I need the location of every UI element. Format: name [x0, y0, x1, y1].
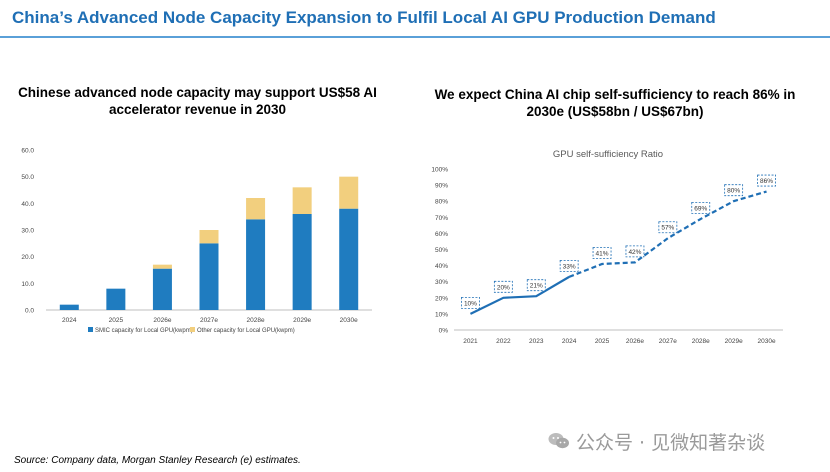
source-note: Source: Company data, Morgan Stanley Res… [14, 455, 301, 466]
data-label-box [724, 184, 744, 197]
x-tick-label: 2028e [247, 317, 265, 324]
legend-label: SMIC capacity for Local GPU(kwpm) [95, 328, 193, 334]
title-divider [0, 36, 830, 38]
y-tick-label: 0.0 [25, 308, 34, 315]
x-tick-label: 2027e [200, 317, 218, 324]
x-tick-label: 2026e [626, 338, 644, 345]
y-tick-label: 30.0 [21, 228, 34, 235]
wechat-icon [548, 433, 569, 449]
other-bar [152, 264, 172, 269]
data-label: 41% [596, 250, 609, 257]
data-label: 57% [661, 225, 674, 232]
x-tick-label: 2021 [463, 338, 478, 345]
other-bar [292, 187, 312, 214]
right-chart-heading: We expect China AI chip self-sufficiency… [434, 87, 796, 119]
data-label: 33% [563, 263, 576, 270]
x-tick-label: 2029e [725, 338, 743, 345]
data-label: 80% [727, 188, 740, 195]
forecast-series-line [568, 190, 767, 278]
y-tick-label: 90% [435, 183, 448, 190]
page-title: China’s Advanced Node Capacity Expansion… [12, 8, 716, 27]
data-label: 10% [464, 300, 477, 307]
x-tick-label: 2030e [758, 338, 776, 345]
x-tick-label: 2029e [293, 317, 311, 324]
y-tick-label: 50% [435, 247, 448, 254]
x-tick-label: 2028e [692, 338, 710, 345]
data-label-box [559, 259, 579, 272]
legend-swatch-smic [88, 327, 93, 332]
other-bar [199, 230, 219, 244]
y-tick-label: 10% [435, 311, 448, 318]
smic-bar [199, 243, 219, 310]
data-label: 20% [497, 284, 510, 291]
legend-swatch-other [190, 327, 195, 332]
data-label-box [592, 247, 612, 259]
watermark: 公众号 · 见微知著杂谈 [576, 432, 766, 454]
actual-series-line [469, 275, 570, 315]
x-tick-label: 2026e [153, 317, 171, 324]
x-tick-label: 2022 [496, 338, 511, 345]
x-tick-label: 2024 [562, 338, 577, 345]
x-tick-label: 2025 [109, 317, 124, 324]
y-tick-label: 20% [435, 295, 448, 302]
y-tick-label: 80% [435, 199, 448, 206]
smic-bar [246, 219, 266, 310]
smic-bar [152, 268, 172, 310]
y-tick-label: 30% [435, 279, 448, 286]
data-label-box [526, 279, 546, 292]
x-tick-label: 2030e [340, 317, 358, 324]
smic-bar [59, 304, 79, 310]
y-tick-label: 50.0 [21, 174, 34, 181]
data-label-box [691, 202, 711, 214]
smic-bar [106, 288, 126, 310]
x-tick-label: 2023 [529, 338, 544, 345]
y-tick-label: 70% [435, 215, 448, 222]
smic-bar [339, 208, 359, 310]
data-label-box [493, 280, 513, 293]
data-label-box [757, 174, 776, 187]
y-tick-label: 40.0 [21, 201, 34, 208]
x-tick-label: 2025 [595, 338, 610, 345]
data-label-box [461, 296, 480, 309]
y-tick-label: 10.0 [21, 281, 34, 288]
y-tick-label: 40% [435, 263, 448, 270]
data-label: 69% [694, 205, 707, 212]
y-tick-label: 0% [439, 328, 449, 335]
data-label: 21% [530, 283, 543, 290]
data-label: 42% [628, 249, 641, 256]
y-tick-label: 20.0 [21, 254, 34, 261]
data-label-box [625, 245, 645, 258]
data-label: 86% [760, 178, 773, 185]
x-tick-label: 2024 [62, 317, 77, 324]
left-chart-heading: Chinese advanced node capacity may suppo… [18, 85, 377, 117]
y-tick-label: 100% [431, 167, 448, 174]
x-tick-label: 2027e [659, 338, 677, 345]
data-label-box [658, 221, 678, 234]
other-bar [339, 176, 359, 209]
line-chart-title: GPU self-sufficiency Ratio [553, 149, 663, 160]
legend-label: Other capacity for Local GPU(kwpm) [197, 328, 295, 334]
y-tick-label: 60.0 [21, 148, 34, 155]
other-bar [246, 198, 266, 220]
y-tick-label: 60% [435, 231, 448, 238]
smic-bar [292, 214, 312, 310]
